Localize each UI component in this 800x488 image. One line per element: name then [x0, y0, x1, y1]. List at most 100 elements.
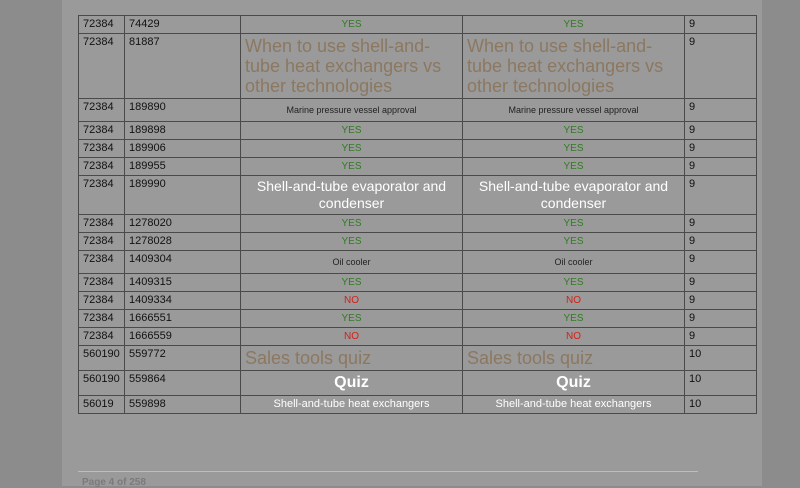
cell-code: 1409334: [124, 291, 241, 310]
cell-target-text: Marine pressure vessel approval: [508, 105, 639, 115]
table-row: 72384 74429 YES YES 9: [78, 15, 757, 34]
cell-target: Sales tools quiz: [462, 345, 685, 371]
cell-id: 560190: [78, 370, 125, 396]
cell-target: Oil cooler: [462, 250, 685, 274]
cell-target-text: NO: [566, 295, 581, 306]
cell-source-text: NO: [344, 331, 359, 342]
cell-id: 72384: [78, 157, 125, 176]
cell-target-text: Sales tools quiz: [467, 348, 594, 368]
cell-source: Quiz: [240, 370, 463, 396]
table-row: 560190 559772 Sales tools quiz Sales tools …: [78, 345, 757, 371]
table-row: 72384 1278028 YES YES 9: [78, 232, 757, 251]
cell-code: 559898: [124, 395, 241, 414]
cell-id-text: 72384: [83, 124, 114, 136]
cell-code: 1666551: [124, 309, 241, 328]
footer-divider: [78, 471, 698, 472]
cell-source-text: NO: [344, 295, 359, 306]
cell-id: 72384: [78, 250, 125, 274]
cell-level: 9: [684, 175, 757, 215]
cell-target: Quiz: [462, 370, 685, 396]
cell-source: YES: [240, 214, 463, 233]
cell-target-text: YES: [563, 161, 584, 172]
cell-source: YES: [240, 15, 463, 34]
cell-level: 10: [684, 395, 757, 414]
cell-source: When to use shell-and-tube heat exchange…: [240, 33, 463, 99]
cell-level-text: 9: [689, 124, 696, 136]
cell-code-text: 1278028: [129, 235, 172, 247]
cell-level: 9: [684, 139, 757, 158]
cell-level-text: 9: [689, 235, 696, 247]
cell-level-text: 10: [689, 373, 702, 385]
cell-code-text: 1409334: [129, 294, 172, 306]
cell-source: NO: [240, 291, 463, 310]
table-row: 560190 559864 Quiz Quiz 10: [78, 370, 757, 396]
cell-level-text: 10: [689, 348, 702, 360]
cell-level-text: 9: [689, 18, 696, 30]
cell-code-text: 189906: [129, 142, 166, 154]
cell-id: 72384: [78, 214, 125, 233]
cell-id: 72384: [78, 139, 125, 158]
cell-id-text: 72384: [83, 253, 114, 265]
table-row: 72384 189955 YES YES 9: [78, 157, 757, 176]
table-row: 72384 189990 Shell-and-tube evaporator and…: [78, 175, 757, 215]
cell-level-text: 9: [689, 330, 696, 342]
cell-code-text: 559772: [129, 348, 166, 360]
cell-level: 9: [684, 250, 757, 274]
cell-source-text: YES: [341, 236, 362, 247]
cell-level: 9: [684, 157, 757, 176]
cell-level-text: 9: [689, 178, 696, 190]
cell-code: 1278028: [124, 232, 241, 251]
cell-level-text: 9: [689, 276, 696, 288]
cell-level-text: 9: [689, 294, 696, 306]
table-row: 72384 1278020 YES YES 9: [78, 214, 757, 233]
cell-code: 189890: [124, 98, 241, 122]
cell-target-text: Shell-and-tube heat exchangers: [495, 398, 652, 410]
cell-target: YES: [462, 157, 685, 176]
cell-source-text: Shell-and-tube heat exchangers: [273, 398, 430, 410]
cell-target: NO: [462, 327, 685, 346]
cell-source-text: YES: [341, 161, 362, 172]
cell-level-text: 9: [689, 101, 696, 113]
cell-id-text: 72384: [83, 276, 114, 288]
cell-source: YES: [240, 232, 463, 251]
cell-code-text: 1409304: [129, 253, 172, 265]
cell-id: 56019: [78, 395, 125, 414]
cell-target-text: Quiz: [556, 374, 591, 391]
cell-id: 560190: [78, 345, 125, 371]
cell-id: 72384: [78, 309, 125, 328]
cell-source: YES: [240, 273, 463, 292]
cell-code-text: 1278020: [129, 217, 172, 229]
cell-code-text: 1666551: [129, 312, 172, 324]
cell-level: 9: [684, 291, 757, 310]
cell-code-text: 1409315: [129, 276, 172, 288]
cell-id-text: 72384: [83, 160, 114, 172]
cell-target-text: Shell-and-tube evaporator and condenser: [478, 178, 669, 211]
cell-level: 9: [684, 98, 757, 122]
cell-code: 1409304: [124, 250, 241, 274]
cell-id-text: 56019: [83, 398, 114, 410]
cell-code: 189898: [124, 121, 241, 140]
cell-code: 1278020: [124, 214, 241, 233]
cell-source-text: YES: [341, 277, 362, 288]
cell-code-text: 81887: [129, 36, 160, 48]
table-body: 72384 74429 YES YES 9 72384 81887 When to use s…: [78, 15, 757, 414]
cell-target-text: YES: [563, 313, 584, 324]
cell-id: 72384: [78, 175, 125, 215]
cell-level-text: 9: [689, 217, 696, 229]
cell-target-text: YES: [563, 143, 584, 154]
table-row: 72384 81887 When to use shell-and-tube hea…: [78, 33, 757, 99]
cell-source: NO: [240, 327, 463, 346]
cell-code-text: 189890: [129, 101, 166, 113]
cell-target-text: YES: [563, 125, 584, 136]
table-row: 72384 1409304 Oil cooler Oil cooler 9: [78, 250, 757, 274]
cell-level-text: 9: [689, 36, 696, 48]
page-number: Page 4 of 258: [82, 477, 146, 488]
cell-target-text: NO: [566, 331, 581, 342]
cell-code: 189906: [124, 139, 241, 158]
cell-source-text: Marine pressure vessel approval: [286, 105, 417, 115]
cell-id: 72384: [78, 232, 125, 251]
cell-id-text: 72384: [83, 178, 114, 190]
cell-target: YES: [462, 15, 685, 34]
cell-level: 10: [684, 370, 757, 396]
cell-target: YES: [462, 139, 685, 158]
